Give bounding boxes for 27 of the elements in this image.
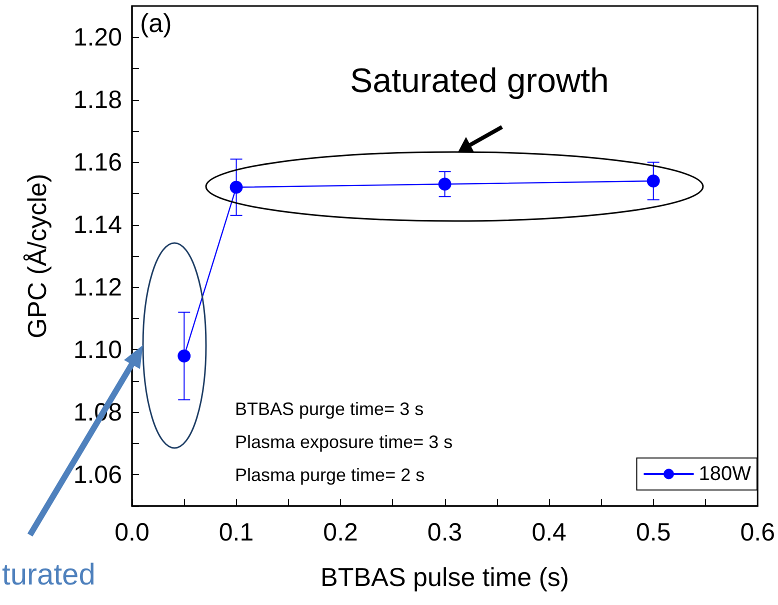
point	[230, 180, 243, 194]
x-tick-label: 0.3	[427, 518, 462, 546]
x-axis-title: BTBAS pulse time (s)	[320, 562, 570, 592]
y-axis-title: GPC (Å/cycle)	[22, 174, 52, 338]
y-tick-label: 1.12	[73, 273, 122, 302]
legend-label: 180W	[698, 463, 752, 485]
x-tick-label: 0.2	[323, 518, 358, 546]
y-tick-label: 1.20	[73, 23, 122, 52]
y-tick-label: 1.06	[73, 460, 122, 489]
annotation: Plasma exposure time= 3 s	[235, 432, 453, 452]
point	[646, 174, 660, 188]
y-tick-label: 1.18	[73, 86, 122, 114]
point	[438, 178, 452, 191]
x-tick-label: 0.4	[532, 518, 567, 546]
point	[178, 350, 191, 362]
x-tick-label: 0.6	[740, 518, 776, 546]
x-tick-label: 0.5	[636, 518, 671, 546]
annotation: Plasma purge time= 2 s	[235, 465, 425, 485]
annotation: Saturated growth	[350, 62, 609, 100]
y-tick-label: 1.16	[73, 148, 122, 176]
annotation: (a)	[140, 8, 172, 38]
annotation: BTBAS purge time= 3 s	[235, 399, 424, 419]
x-tick-label: 0.0	[114, 518, 150, 546]
x-tick-label: 0.1	[218, 518, 254, 546]
y-tick-label: 1.10	[73, 336, 122, 364]
text: turated	[2, 558, 96, 592]
y-tick-label: 1.14	[73, 210, 122, 239]
